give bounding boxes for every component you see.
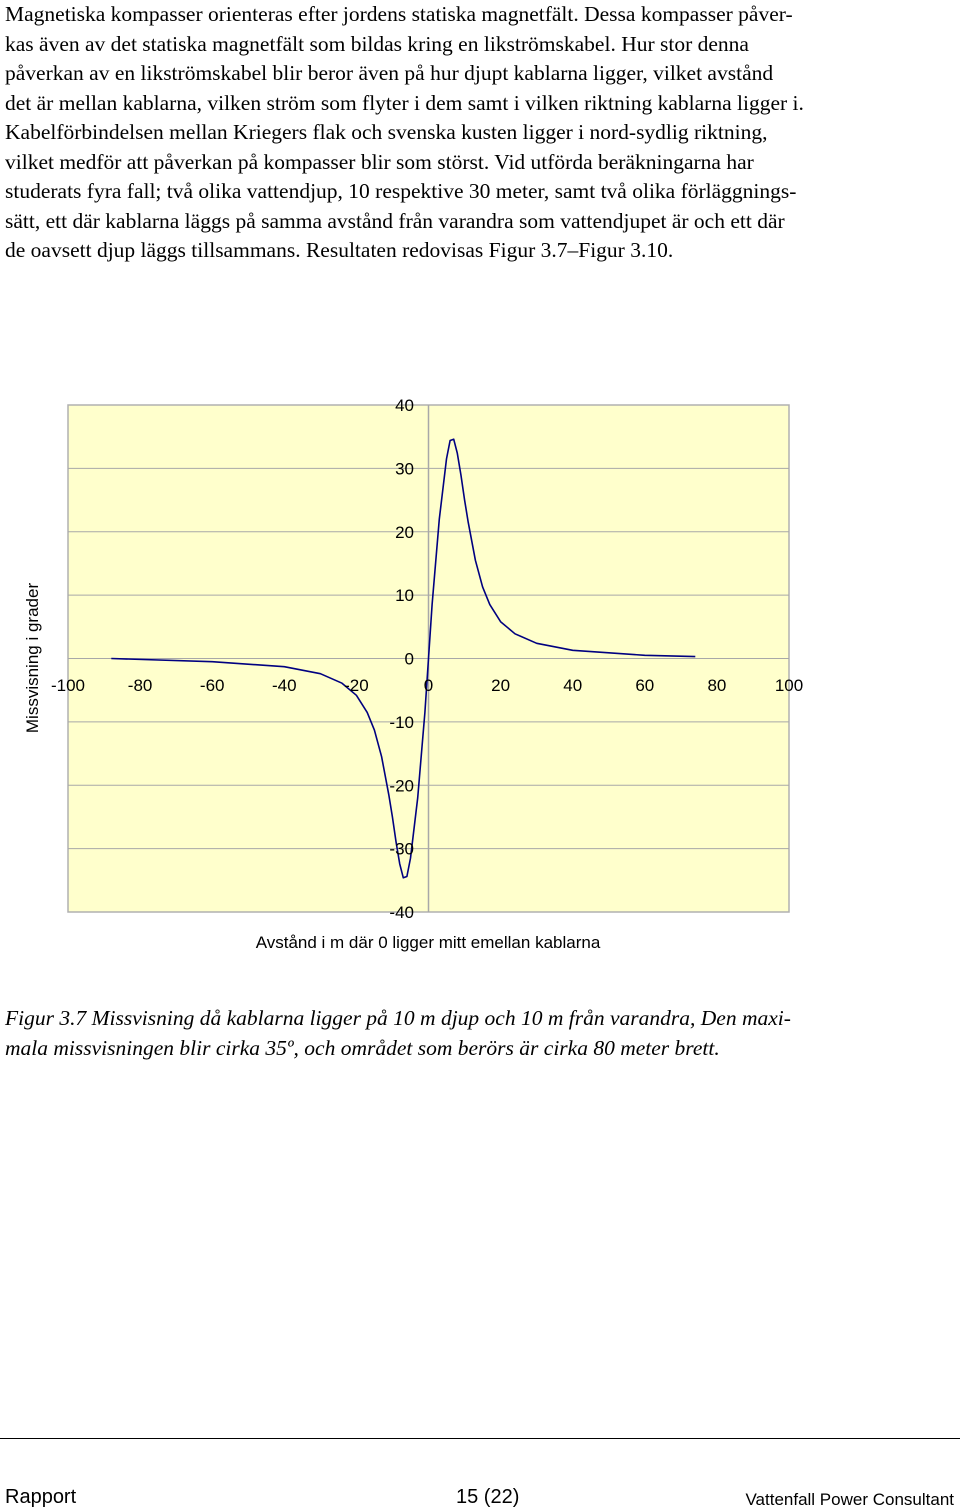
y-tick-label: 30: [395, 459, 414, 478]
x-axis-label: Avstånd i m där 0 ligger mitt emellan ka…: [256, 933, 601, 952]
y-tick-label: -10: [389, 713, 414, 732]
body-line: studerats fyra fall; två olika vattendju…: [5, 179, 797, 203]
x-tick-label: 0: [424, 676, 433, 695]
y-tick-label: 10: [395, 586, 414, 605]
x-tick-labels: -100 -80 -60 -40 -20 0 20 40 60 80 100: [51, 676, 803, 695]
y-tick-label: 40: [395, 396, 414, 415]
y-tick-label: -20: [389, 776, 414, 795]
x-tick-label: -40: [272, 676, 297, 695]
footer-report-label: Rapport: [5, 1486, 77, 1508]
caption-line: Figur 3.7 Missvisning då kablarna ligger…: [5, 1006, 791, 1030]
footer-company: Vattenfall Power Consultant: [745, 1490, 954, 1509]
y-axis-label: Missvisning i grader: [23, 583, 42, 734]
body-line: Magnetiska kompasser orienteras efter jo…: [5, 2, 793, 26]
x-tick-label: -80: [128, 676, 153, 695]
caption-line: mala missvisningen blir cirka 35º, och o…: [5, 1035, 720, 1060]
body-paragraph: Magnetiska kompasser orienteras efter jo…: [5, 0, 950, 266]
x-tick-label: 100: [775, 676, 803, 695]
x-tick-label: 60: [635, 676, 654, 695]
y-tick-label: 20: [395, 523, 414, 542]
body-line: vilket medför att påverkan på kompasser …: [5, 149, 754, 174]
footer-page-number: 15 (22): [456, 1486, 520, 1508]
footer-divider: [0, 1438, 960, 1439]
body-line: det är mellan kablarna, vilken ström som…: [5, 90, 804, 115]
y-tick-label: -40: [389, 903, 414, 922]
x-tick-label: 20: [491, 676, 510, 695]
x-tick-label: -60: [200, 676, 225, 695]
series-line: [111, 438, 696, 879]
body-line: de oavsett djup läggs tillsammans. Resul…: [5, 238, 674, 262]
body-line: sätt, ett där kablarna läggs på samma av…: [5, 208, 785, 233]
x-tick-label: -20: [344, 676, 369, 695]
body-line: kas även av det statiska magnetfält som …: [5, 31, 749, 56]
y-tick-labels: 40 30 20 10 0 -10 -20 -30 -40: [389, 396, 414, 922]
y-tick-label: 0: [405, 650, 414, 669]
x-tick-label: -100: [51, 676, 85, 695]
body-line: påverkan av en likströmskabel blir beror…: [5, 61, 774, 85]
figure-caption: Figur 3.7 Missvisning då kablarna ligger…: [5, 1004, 950, 1063]
deviation-chart: -100 -80 -60 -40 -20 0 20 40 60 80 100 403020100-1…: [23, 396, 803, 952]
x-tick-label: 40: [563, 676, 582, 695]
x-tick-label: 80: [707, 676, 726, 695]
y-tick-label: -30: [389, 840, 414, 859]
body-line: Kabelförbindelsen mellan Kriegers flak o…: [5, 120, 768, 144]
